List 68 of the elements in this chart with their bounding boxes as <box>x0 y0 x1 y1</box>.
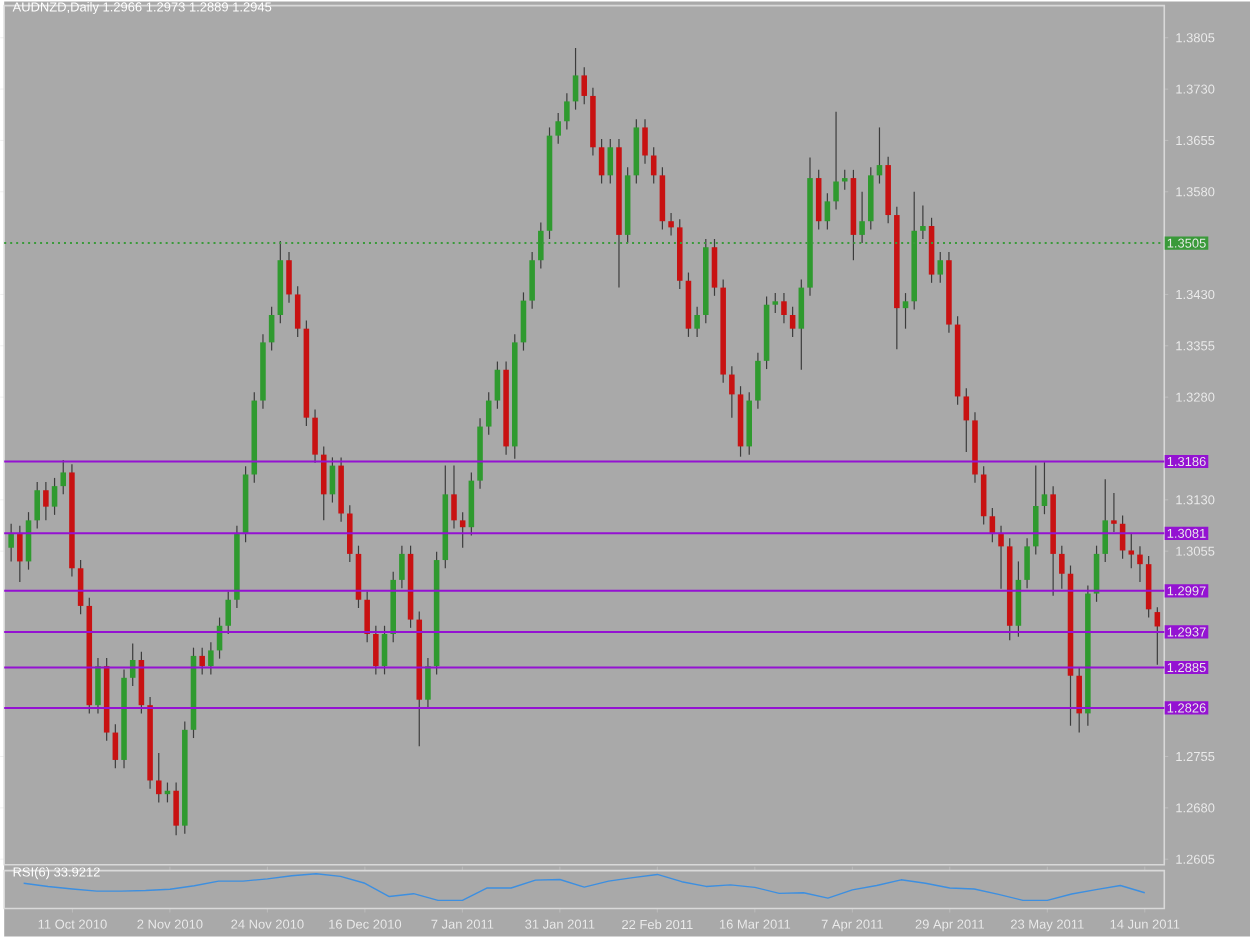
candlestick <box>1041 461 1048 515</box>
candlestick <box>34 481 40 530</box>
candlestick <box>529 251 535 310</box>
candlestick <box>642 118 648 165</box>
candlestick <box>833 111 839 211</box>
candlestick <box>555 112 561 145</box>
candlestick <box>60 459 67 495</box>
candlestick <box>920 204 926 240</box>
candlestick <box>155 752 162 804</box>
candlestick <box>772 292 779 314</box>
candlestick <box>659 166 666 231</box>
candlestick <box>729 365 735 419</box>
candlestick <box>815 169 822 231</box>
candlestick <box>1059 545 1065 590</box>
candlestick <box>1102 478 1109 563</box>
candlestick <box>694 306 700 338</box>
candlestick <box>937 251 944 284</box>
candlestick <box>43 481 49 521</box>
candlestick <box>347 504 353 563</box>
candlestick <box>650 146 657 185</box>
candlestick <box>485 391 492 436</box>
candlestick <box>1128 533 1135 569</box>
candlestick <box>581 66 588 105</box>
candlestick <box>755 352 761 410</box>
candlestick <box>1076 666 1082 734</box>
candlestick <box>998 525 1004 590</box>
candlestick <box>312 408 318 464</box>
candlestick <box>902 292 909 330</box>
candlestick <box>798 278 805 371</box>
candlestick <box>980 465 987 526</box>
candlestick <box>1032 465 1039 556</box>
candlestick <box>1137 545 1143 583</box>
candlestick <box>1111 492 1117 533</box>
candlestick <box>564 92 570 131</box>
candlestick <box>373 625 379 676</box>
candlestick <box>841 169 848 191</box>
candlestick <box>633 118 640 185</box>
candlestick <box>685 271 692 338</box>
candlestick <box>294 285 301 338</box>
candlestick <box>399 545 405 589</box>
candlestick <box>668 212 674 237</box>
candlestick <box>781 292 787 324</box>
candlestick <box>286 251 292 304</box>
candlestick <box>451 465 457 530</box>
candlestick <box>95 657 101 715</box>
candlestick <box>789 306 796 338</box>
candlestick <box>320 445 327 521</box>
candlestick <box>746 391 752 456</box>
candlestick <box>225 590 231 635</box>
candlestick <box>494 360 501 410</box>
candlestick <box>199 647 205 676</box>
candlestick <box>173 781 179 836</box>
candlestick <box>598 138 605 185</box>
candlestick <box>51 477 58 516</box>
candlestick <box>338 456 344 523</box>
candlestick <box>208 641 214 676</box>
candlestick <box>8 523 14 563</box>
candlestick <box>364 590 370 643</box>
candlestick <box>17 525 23 583</box>
candlestick <box>572 47 579 111</box>
candlestick <box>425 657 431 709</box>
candlestick <box>459 511 466 549</box>
candlestick <box>824 192 831 231</box>
candlestick <box>711 238 718 297</box>
candlestick <box>868 166 874 231</box>
candlestick <box>1024 537 1030 589</box>
candlestick <box>963 387 970 453</box>
candlestick <box>607 138 614 185</box>
